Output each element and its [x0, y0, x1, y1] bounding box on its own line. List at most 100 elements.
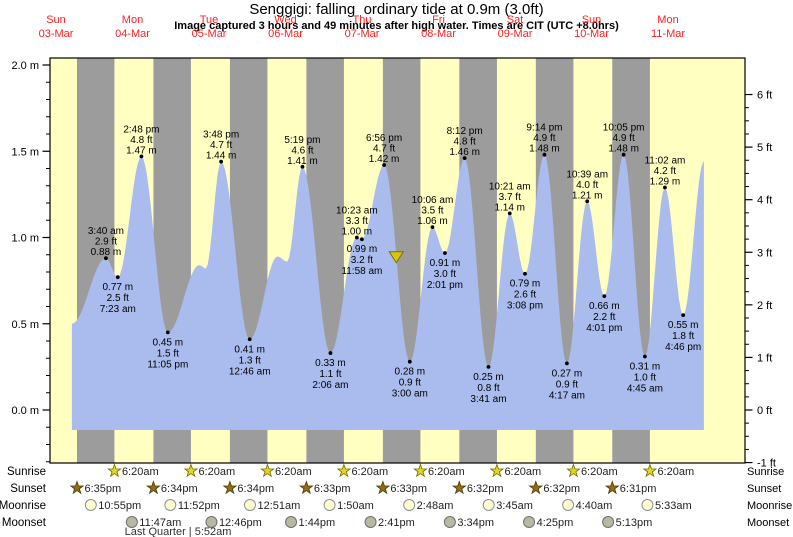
day-header-date: 08-Mar	[421, 28, 456, 40]
moonrise-row-label-right: Moonrise	[747, 500, 792, 512]
tide-label-high: 3:48 pm	[203, 130, 239, 141]
tide-point-dot	[681, 313, 686, 318]
day-header-date: 05-Mar	[192, 28, 227, 40]
sunset-icon	[222, 480, 238, 495]
tide-label-low: 4:17 am	[549, 390, 585, 401]
sunset-icon	[604, 480, 620, 495]
sunrise-time: 6:20am	[581, 466, 618, 478]
day-header-date: 04-Mar	[115, 28, 150, 40]
tide-label-low: 0.27 m	[552, 368, 583, 379]
day-header-weekday: Sun	[46, 14, 66, 26]
tide-point-dot	[328, 351, 333, 355]
tide-label-high: 10:23 am	[336, 206, 378, 217]
day-header-date: 11-Mar	[651, 28, 685, 40]
sunset-icon	[451, 480, 467, 495]
left-axis-tick-label: 1.0 m	[11, 233, 39, 245]
page-title: Senggigi: falling ordinary tide at 0.9m …	[249, 1, 544, 18]
tide-label-low: 0.77 m	[102, 282, 133, 293]
tide-area	[71, 154, 704, 430]
moonset-icon	[285, 516, 298, 528]
tide-label-low: 12:46 am	[229, 366, 271, 377]
sunrise-icon	[107, 463, 122, 478]
tide-label-high: 4.2 ft	[654, 166, 676, 177]
moonrise-icon	[323, 499, 336, 511]
day-header-date: 03-Mar	[39, 28, 74, 40]
sunset-row-label-right: Sunset	[747, 483, 781, 495]
sunset-icon	[146, 480, 161, 495]
right-axis-tick-label: 4 ft	[757, 195, 772, 207]
tide-label-low: 0.9 ft	[399, 378, 421, 389]
tide-label-low: 1.8 ft	[672, 331, 694, 342]
day-header-weekday: Sat	[507, 14, 524, 26]
tide-point-dot	[486, 364, 491, 369]
moonrise-time: 3:45am	[496, 500, 533, 512]
tide-label-high: 1.14 m	[494, 202, 525, 213]
moonset-icon	[125, 516, 138, 528]
moonrise-time: 2:48am	[417, 500, 454, 512]
tide-label-high: 4.6 ft	[291, 145, 313, 156]
tide-label-low: 2:01 pm	[427, 280, 463, 291]
tide-point-dot	[165, 330, 170, 335]
right-axis-tick-label: 1 ft	[757, 352, 772, 364]
tide-label-high: 1.48 m	[608, 144, 639, 155]
tide-point-dot	[621, 152, 626, 157]
sunset-time: 6:33pm	[390, 483, 427, 495]
tide-label-high: 4.9 ft	[613, 133, 635, 144]
tide-label-low: 0.91 m	[430, 258, 461, 269]
sunrise-time: 6:20am	[428, 466, 465, 478]
tide-label-high: 6:56 pm	[366, 133, 402, 144]
sunset-time: 6:34pm	[161, 483, 198, 495]
tide-label-high: 4.0 ft	[576, 180, 598, 191]
tide-label-high: 1.29 m	[650, 176, 681, 187]
tide-label-low: 7:23 am	[100, 304, 136, 315]
tide-label-high: 11:02 am	[644, 155, 685, 166]
sunset-time: 6:32pm	[543, 483, 580, 495]
moonset-time: 3:34pm	[457, 517, 494, 529]
tide-point-dot	[430, 225, 435, 230]
moonset-time: 11:47am	[139, 517, 181, 529]
plot-border	[49, 57, 746, 464]
sunrise-icon	[566, 463, 581, 478]
tide-point-dot	[585, 199, 590, 204]
tide-point-dot	[542, 152, 547, 157]
moonset-icon	[205, 516, 218, 528]
tide-label-high: 3.5 ft	[421, 206, 443, 217]
tide-label-high: 10:05 pm	[603, 123, 645, 134]
moonset-time: 2:41pm	[378, 517, 415, 529]
tide-label-high: 1.42 m	[369, 154, 400, 165]
tide-label-low: 0.8 ft	[477, 383, 499, 394]
moonset-time: 12:46pm	[219, 517, 262, 529]
left-axis-tick-label: 0.5 m	[11, 319, 39, 331]
sunset-icon	[299, 480, 314, 495]
tide-label-high: 1.21 m	[572, 190, 603, 201]
tide-point-dot	[104, 256, 108, 261]
tide-label-low: 1.0 ft	[634, 373, 656, 384]
tide-point-dot	[219, 159, 224, 164]
tide-label-high: 3.3 ft	[346, 216, 368, 227]
moonrise-time: 1:50am	[337, 500, 374, 512]
day-header-weekday: Mon	[657, 14, 678, 26]
current-level-marker-icon	[388, 251, 405, 264]
tide-label-high: 1.00 m	[342, 227, 373, 238]
left-axis-tick-label: 2.0 m	[11, 60, 39, 72]
moonrise-icon	[164, 499, 177, 511]
sunset-icon	[375, 480, 391, 495]
tide-label-low: 0.55 m	[668, 320, 699, 331]
sunrise-icon	[183, 463, 199, 478]
tide-label-low: 0.28 m	[395, 367, 426, 378]
tide-point-dot	[507, 211, 512, 216]
tide-label-low: 0.79 m	[510, 279, 541, 290]
tide-label-high: 4.7 ft	[210, 140, 232, 151]
tide-label-low: 3.0 ft	[434, 269, 456, 280]
sunrise-icon	[413, 463, 428, 478]
sunset-row-label-left: Sunset	[10, 483, 47, 495]
tide-point-dot	[565, 361, 569, 366]
day-header-date: 09-Mar	[498, 28, 533, 40]
sunrise-icon	[642, 463, 658, 478]
page-subtitle: Image captured 3 hours and 49 minutes af…	[174, 20, 619, 32]
tide-point-dot	[443, 251, 447, 255]
moonrise-time: 12:51am	[257, 500, 300, 512]
sunrise-icon	[336, 463, 352, 478]
tide-label-high: 8:12 pm	[447, 126, 483, 137]
tide-point-dot	[602, 294, 607, 299]
